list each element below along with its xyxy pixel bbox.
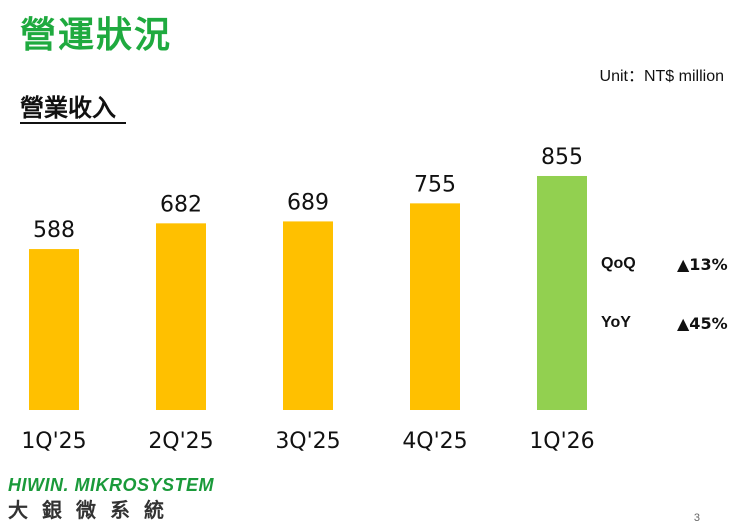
category-label-2: 3Q'25 (275, 429, 340, 454)
category-label-4: 1Q'26 (529, 429, 594, 454)
bar-value-label-1: 682 (160, 192, 202, 217)
yoy-value: ▲45% (677, 314, 728, 333)
bar-0 (29, 249, 79, 410)
company-logo-zh: 大銀微系統 (8, 498, 178, 522)
category-label-3: 4Q'25 (402, 429, 467, 454)
page-number: 3 (693, 512, 700, 524)
bar-value-label-0: 588 (33, 218, 75, 243)
category-label-0: 1Q'25 (21, 429, 86, 454)
qoq-value: ▲13% (677, 255, 728, 274)
bar-value-label-4: 855 (541, 145, 583, 170)
section-heading: 營業收入 (20, 94, 116, 122)
section-underline (20, 122, 126, 124)
company-logo-en: HIWIN. MIKROSYSTEM (8, 475, 214, 495)
unit-label: Unit：NT$ million (599, 68, 724, 85)
bar-value-label-2: 689 (287, 190, 329, 215)
qoq-label: QoQ (601, 255, 636, 272)
bar-value-label-3: 755 (414, 172, 456, 197)
category-label-1: 2Q'25 (148, 429, 213, 454)
bar-3 (410, 203, 460, 410)
bar-2 (283, 221, 333, 410)
bar-4 (537, 175, 587, 410)
page-title: 營運狀況 (20, 15, 173, 56)
yoy-label: YoY (601, 314, 631, 331)
bar-1 (156, 223, 206, 410)
